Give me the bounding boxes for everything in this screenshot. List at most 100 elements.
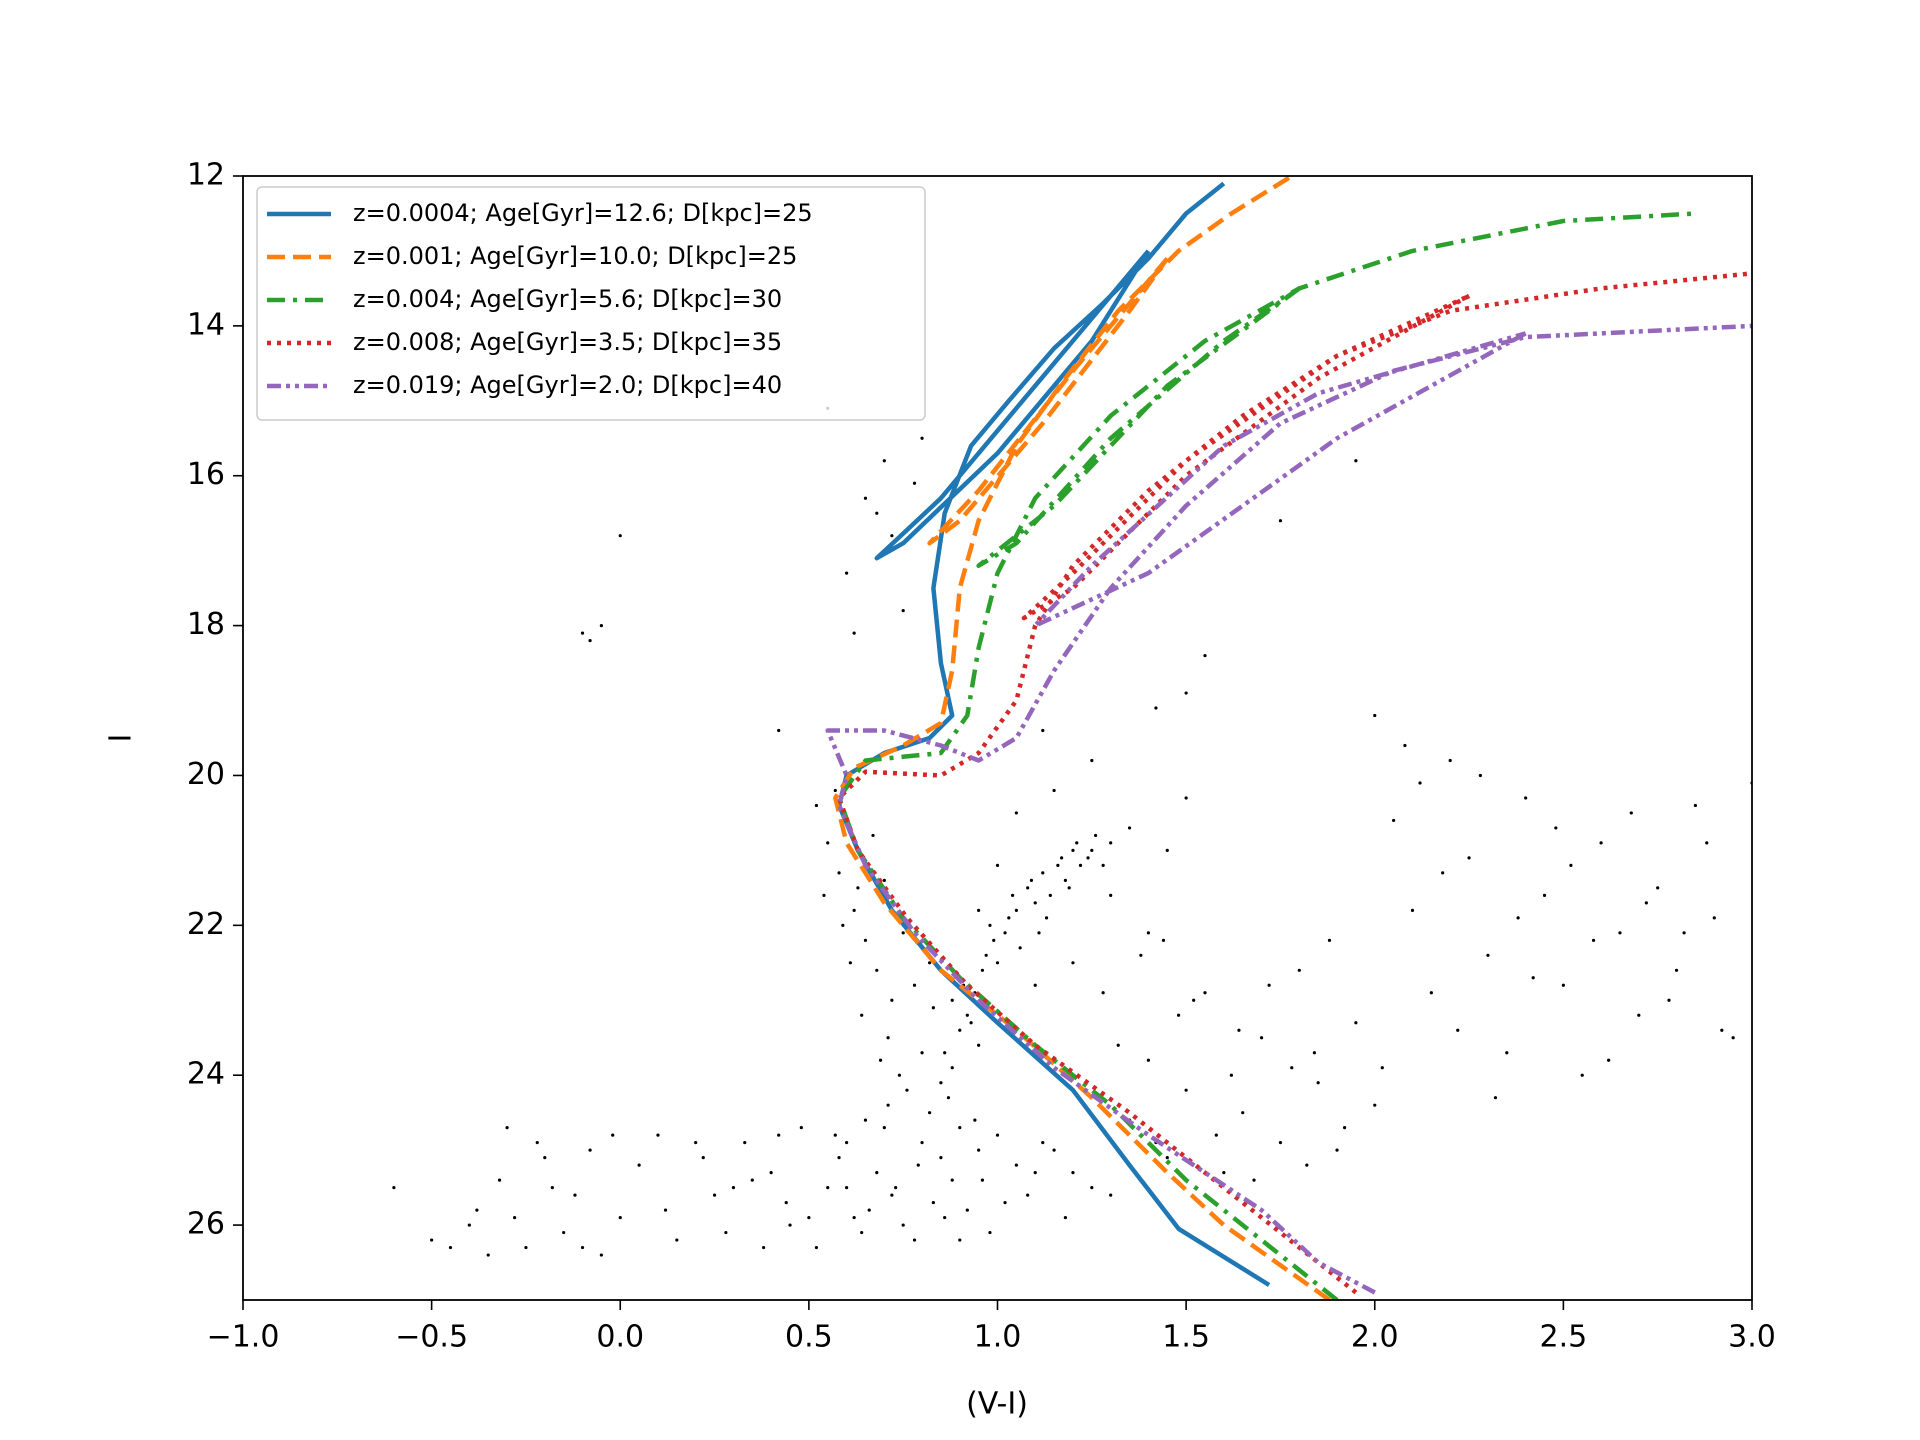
star-point [912,481,917,485]
star-point [1056,863,1060,867]
star-point [1335,1148,1339,1152]
star-point [1305,1163,1309,1167]
star-point [886,1036,890,1040]
star-point [1063,878,1068,882]
star-point [965,1208,969,1212]
star-point [475,1208,479,1212]
star-point [448,1245,453,1250]
star-point [826,1186,830,1190]
star-point [1109,1193,1113,1197]
star-point [946,1096,951,1100]
y-tick-label: 12 [187,158,225,193]
star-point [1229,1073,1233,1077]
star-point [1146,931,1150,935]
star-point [1033,1171,1037,1175]
legend-box [256,186,926,421]
star-point [890,998,894,1002]
x-tick-label: 0.5 [785,1320,833,1355]
star-point [965,1013,969,1017]
star-point [995,1133,1000,1137]
star-point [845,1186,849,1190]
x-tick-label: 2.5 [1540,1320,1588,1355]
star-point [1033,901,1037,905]
star-point [694,1141,698,1145]
star-point [1467,856,1471,860]
star-point [1618,931,1622,935]
star-point [1380,1066,1384,1070]
star-point [1014,811,1018,815]
star-point [1712,916,1716,920]
star-point [799,1126,803,1130]
star-point [599,624,603,628]
star-point [856,886,860,890]
star-point [505,1126,509,1130]
star-point [1003,1200,1007,1205]
isochrone-line [825,323,1752,1295]
y-tick-label: 16 [187,457,225,492]
star-point [1101,863,1105,867]
star-point [875,1171,879,1175]
star-point [1014,908,1018,912]
star-point [1674,968,1679,972]
star-point [599,1253,603,1257]
star-point [543,1156,547,1160]
star-point [1580,1073,1584,1077]
star-point [1018,946,1022,950]
star-point [1441,871,1445,875]
star-point [814,803,819,808]
star-point [1456,1028,1460,1032]
y-tick-label: 14 [187,307,225,342]
star-point [1542,893,1547,897]
legend-label: z=0.001; Age[Gyr]=10.0; D[kpc]=25 [353,242,797,270]
star-point [1003,931,1007,935]
star-point [1644,901,1648,905]
star-point [724,1230,728,1235]
star-point [995,863,1000,867]
star-point [852,908,856,912]
star-point [1731,1036,1735,1040]
star-point [1720,1028,1724,1032]
star-point [750,1178,754,1182]
star-point [890,1193,894,1197]
star-point [1524,796,1528,800]
isochrone-line [836,271,1752,1295]
star-point [1342,1126,1347,1130]
x-tick-label: 2.0 [1351,1320,1399,1355]
star-point [712,1193,717,1197]
star-point [1516,916,1520,920]
star-point [550,1186,554,1190]
star-point [1146,1058,1150,1062]
star-point [784,1200,788,1205]
star-point [1392,818,1396,823]
star-point [497,1178,502,1182]
star-point [562,1230,566,1235]
star-point [977,1043,981,1047]
star-point [1139,953,1143,957]
star-point [931,1200,935,1205]
star-point [1067,886,1071,890]
star-point [580,1245,585,1250]
star-point [430,1238,434,1242]
isochrone-line [836,181,1271,1287]
star-point [901,931,905,935]
star-point [845,571,849,575]
star-point [1127,826,1132,830]
star-point [1078,863,1083,867]
y-axis-label: I [104,734,139,743]
y-tick-label: 24 [187,1057,225,1092]
star-point [1060,856,1064,860]
star-point [1656,886,1660,890]
star-point [863,1118,868,1122]
x-tick-label: −1.0 [207,1320,280,1355]
star-point [1109,841,1113,845]
line-layer [825,176,1752,1300]
star-point [1327,938,1332,942]
star-point [1403,743,1407,748]
star-point [1267,983,1271,987]
star-point [1637,1013,1641,1017]
star-point [1192,998,1196,1002]
axes: −1.0 −0.5 0.0 0.5 1.0 1.5 2.0 2.5 3.0 12 14 16 18 20 2… [187,158,1776,1355]
star-point [882,878,886,882]
star-point [860,1013,864,1017]
